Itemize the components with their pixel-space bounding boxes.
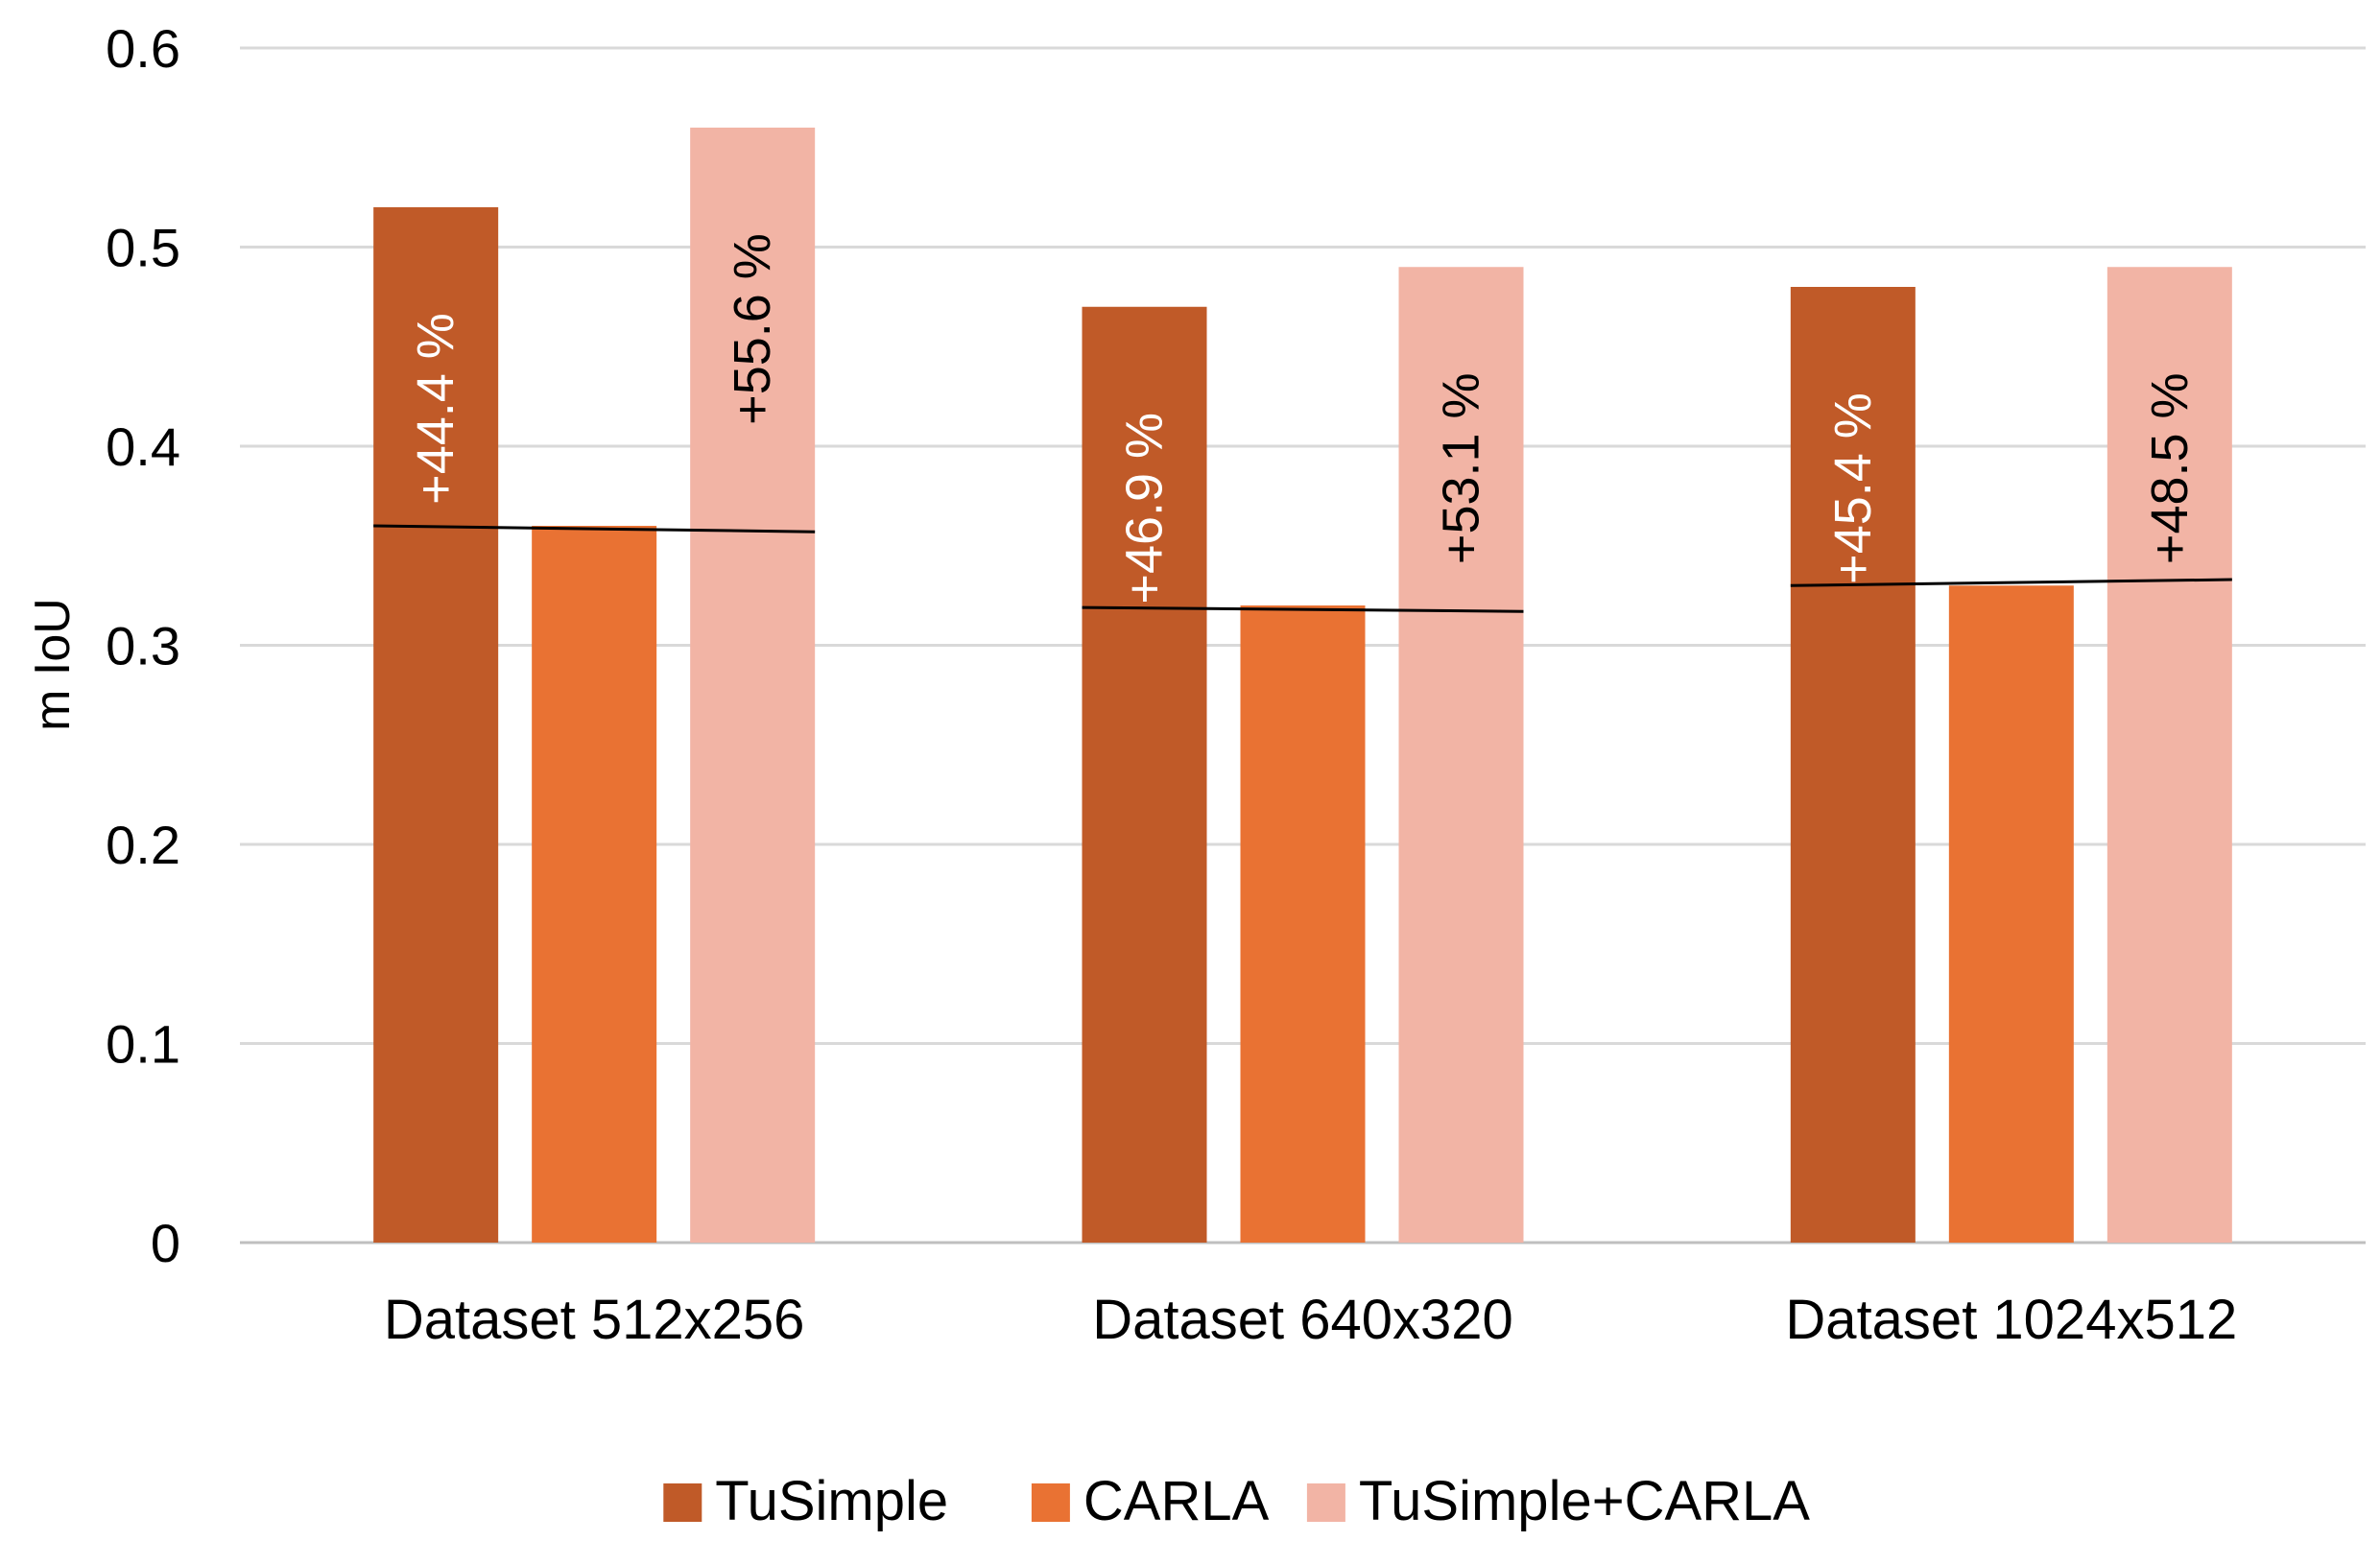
y-tick-label: 0.1: [106, 1014, 180, 1075]
bars: [373, 128, 2232, 1243]
bar: [1240, 605, 1366, 1243]
y-tick-label: 0.6: [106, 18, 180, 79]
legend-label: TuSimple: [715, 1470, 948, 1532]
legend-label: TuSimple+CARLA: [1359, 1470, 1810, 1532]
baseline-line: [373, 524, 816, 534]
y-tick-label: 0.4: [106, 416, 180, 477]
category-label: Dataset 1024x512: [1785, 1289, 2237, 1351]
category-label: Dataset 640x320: [1092, 1289, 1513, 1351]
baseline-lines: [373, 524, 2232, 613]
baseline-line: [1082, 605, 1524, 613]
bar-data-label: +46.9 %: [1116, 413, 1174, 605]
y-tick-label: 0: [151, 1213, 180, 1273]
bar: [690, 128, 816, 1243]
bar: [532, 526, 657, 1243]
y-tick-label: 0.3: [106, 616, 180, 676]
bar: [1082, 306, 1207, 1243]
bar-data-label: +48.5 %: [2141, 372, 2199, 564]
bar: [1948, 585, 2074, 1243]
baseline-line: [1790, 578, 2232, 587]
legend-label: CARLA: [1083, 1470, 1270, 1532]
legend: TuSimple CARLA TuSimple+CARLA: [663, 1470, 1810, 1532]
legend-swatch: [1306, 1483, 1345, 1522]
legend-swatch: [663, 1483, 702, 1522]
bar-data-label: +45.4 %: [1824, 392, 1882, 584]
bar: [1398, 267, 1524, 1243]
category-label: Dataset 512x256: [384, 1289, 805, 1351]
y-tick-label: 0.5: [106, 218, 180, 278]
bar: [373, 207, 499, 1243]
legend-swatch: [1031, 1483, 1070, 1522]
y-tick-label: 0.2: [106, 815, 180, 875]
y-axis-title: m IoU: [25, 598, 81, 731]
bar: [1790, 287, 1916, 1243]
bar-data-label: +44.4 %: [407, 313, 464, 505]
category-labels: Dataset 512x256 Dataset 640x320 Dataset 10…: [384, 1289, 2237, 1351]
bar-data-label: +55.6 %: [724, 233, 781, 425]
y-axis-ticks: 0 0.1 0.2 0.3 0.4 0.5 0.6: [106, 18, 180, 1273]
bar: [2106, 267, 2232, 1243]
bar-labels: +44.4 % +55.6 % +46.9 % +53.1 % +45.4 % +48.5…: [407, 233, 2199, 604]
bar-data-label: +53.1 %: [1433, 372, 1490, 564]
